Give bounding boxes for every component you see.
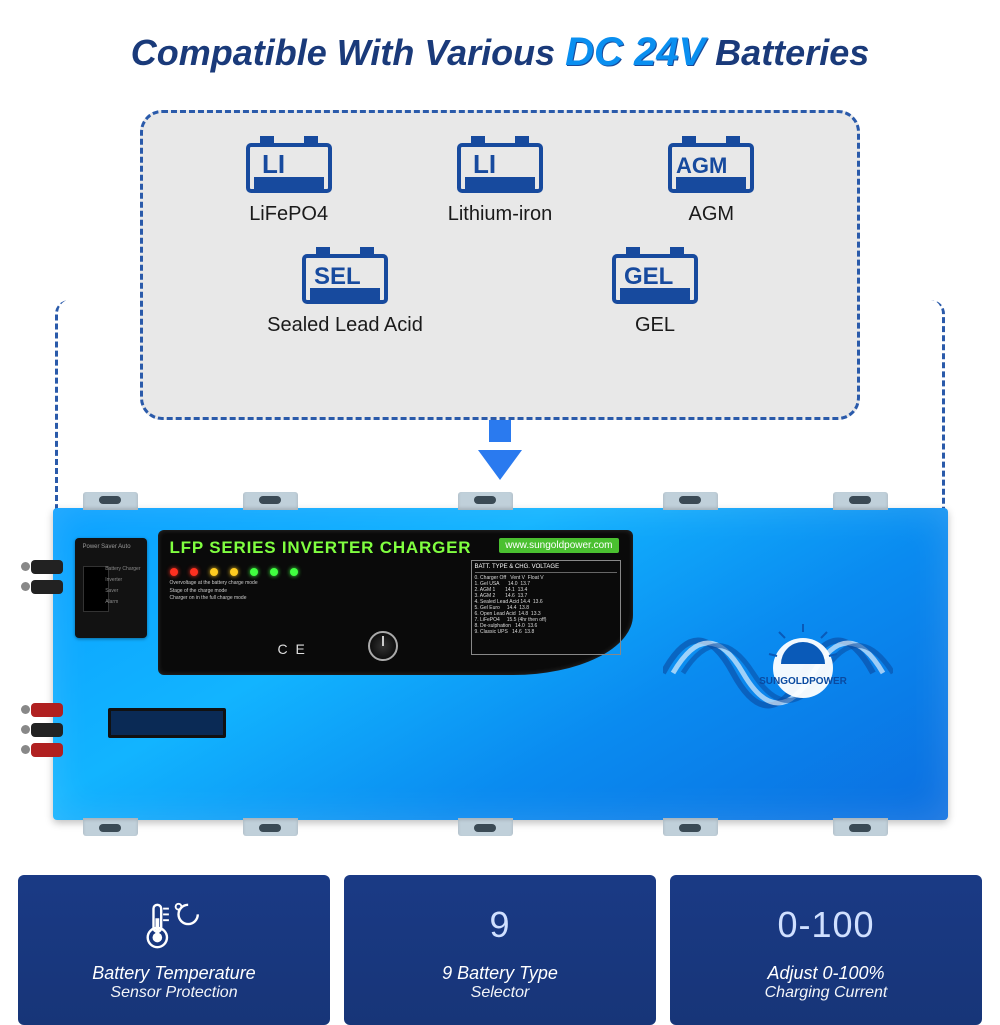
battery-panel: + − LI LiFePO4 + − LI Lithium-iron + − AGM AGM… <box>140 110 860 420</box>
battery-label: Lithium-iron <box>420 203 580 226</box>
inverter-device: Power Saver Auto Battery ChargerInverter… <box>53 508 948 820</box>
table-header: BATT. TYPE & CHG. VOLTAGE <box>475 564 617 573</box>
battery-label: AGM <box>631 203 791 226</box>
battery-type-table: BATT. TYPE & CHG. VOLTAGE 0. Charger Off… <box>471 560 621 655</box>
svg-text:AGM: AGM <box>676 153 727 178</box>
battery-icon: + − AGM <box>666 133 756 195</box>
svg-text:+: + <box>267 133 275 136</box>
battery-icon: + − SEL <box>300 244 390 306</box>
svg-text:GEL: GEL <box>624 263 673 290</box>
battery-lithium-iron: + − LI Lithium-iron <box>420 133 580 226</box>
svg-text:SUNGOLDPOWER: SUNGOLDPOWER <box>759 676 848 687</box>
switch-label: Power Saver Auto <box>83 544 131 550</box>
battery-icon: + − LI <box>244 133 334 195</box>
battery-sealed-lead-acid: + − SEL Sealed Lead Acid <box>265 244 425 337</box>
battery-row-1: + − LI LiFePO4 + − LI Lithium-iron + − AGM AGM <box>183 133 817 226</box>
title-prefix: Compatible With Various <box>131 32 565 73</box>
switch-lines: Battery ChargerInverterSaverAlarm <box>105 564 140 608</box>
lcd-display <box>108 708 226 738</box>
feature-temperature: Battery Temperature Sensor Protection <box>18 875 330 1025</box>
feature-battery-selector: 9 9 Battery Type Selector <box>344 875 656 1025</box>
feature-title: Battery Temperature <box>92 962 255 985</box>
svg-text:+: + <box>633 244 641 247</box>
side-port <box>31 723 63 737</box>
device-control-panel: LFP SERIES INVERTER CHARGER www.sungoldp… <box>158 530 633 675</box>
range-icon: 0-100 <box>777 898 874 952</box>
side-port <box>31 703 63 717</box>
side-port <box>31 560 63 574</box>
svg-text:−: − <box>310 133 318 136</box>
feature-title: Adjust 0-100% <box>767 962 884 985</box>
ce-mark: C E <box>278 641 307 657</box>
battery-icon: + − GEL <box>610 244 700 306</box>
title-highlight: DC 24V <box>565 30 705 74</box>
nine-icon: 9 <box>489 898 510 952</box>
feature-row: Battery Temperature Sensor Protection 9 … <box>18 875 982 1025</box>
battery-agm: + − AGM AGM <box>631 133 791 226</box>
mount-tab <box>663 818 718 836</box>
mount-tab <box>458 492 513 510</box>
feature-title: 9 Battery Type <box>442 962 558 985</box>
feature-big-text: 0-100 <box>777 904 874 946</box>
battery-gel: + − GEL GEL <box>575 244 735 337</box>
led-icon <box>210 568 218 576</box>
battery-lifepo4: + − LI LiFePO4 <box>209 133 369 226</box>
led-icon <box>270 568 278 576</box>
led-icon <box>170 568 178 576</box>
mount-tab <box>833 818 888 836</box>
svg-text:LI: LI <box>262 149 285 179</box>
arrow-down-icon <box>0 420 1000 480</box>
thermometer-icon <box>140 898 207 952</box>
side-port <box>31 580 63 594</box>
led-icon <box>230 568 238 576</box>
selector-knob-icon <box>368 631 398 661</box>
svg-text:SEL: SEL <box>314 263 361 290</box>
brand-wave-logo: SUNGOLDPOWER <box>663 598 893 748</box>
battery-row-2: + − SEL Sealed Lead Acid + − GEL GEL <box>183 244 817 337</box>
mount-tab <box>663 492 718 510</box>
led-icon <box>250 568 258 576</box>
title-suffix: Batteries <box>705 32 869 73</box>
svg-text:+: + <box>478 133 486 136</box>
mount-tab <box>243 818 298 836</box>
battery-label: GEL <box>575 314 735 337</box>
svg-text:+: + <box>689 133 697 136</box>
svg-text:−: − <box>366 244 374 247</box>
svg-text:−: − <box>676 244 684 247</box>
feature-big-text: 9 <box>489 904 510 946</box>
mount-tab <box>833 492 888 510</box>
svg-text:−: − <box>521 133 529 136</box>
feature-charging-current: 0-100 Adjust 0-100% Charging Current <box>670 875 982 1025</box>
battery-label: Sealed Lead Acid <box>265 314 425 337</box>
page-title: Compatible With Various DC 24V Batteries <box>0 0 1000 75</box>
mount-tab <box>83 818 138 836</box>
mount-tab <box>83 492 138 510</box>
svg-text:LI: LI <box>473 149 496 179</box>
battery-label: LiFePO4 <box>209 203 369 226</box>
svg-text:+: + <box>323 244 331 247</box>
device-url-badge: www.sungoldpower.com <box>499 538 618 553</box>
side-port <box>31 743 63 757</box>
battery-icon: + − LI <box>455 133 545 195</box>
svg-text:−: − <box>732 133 740 136</box>
mount-tab <box>243 492 298 510</box>
power-switch: Power Saver Auto Battery ChargerInverter… <box>75 538 147 638</box>
led-icon <box>290 568 298 576</box>
mount-tab <box>458 818 513 836</box>
led-icon <box>190 568 198 576</box>
